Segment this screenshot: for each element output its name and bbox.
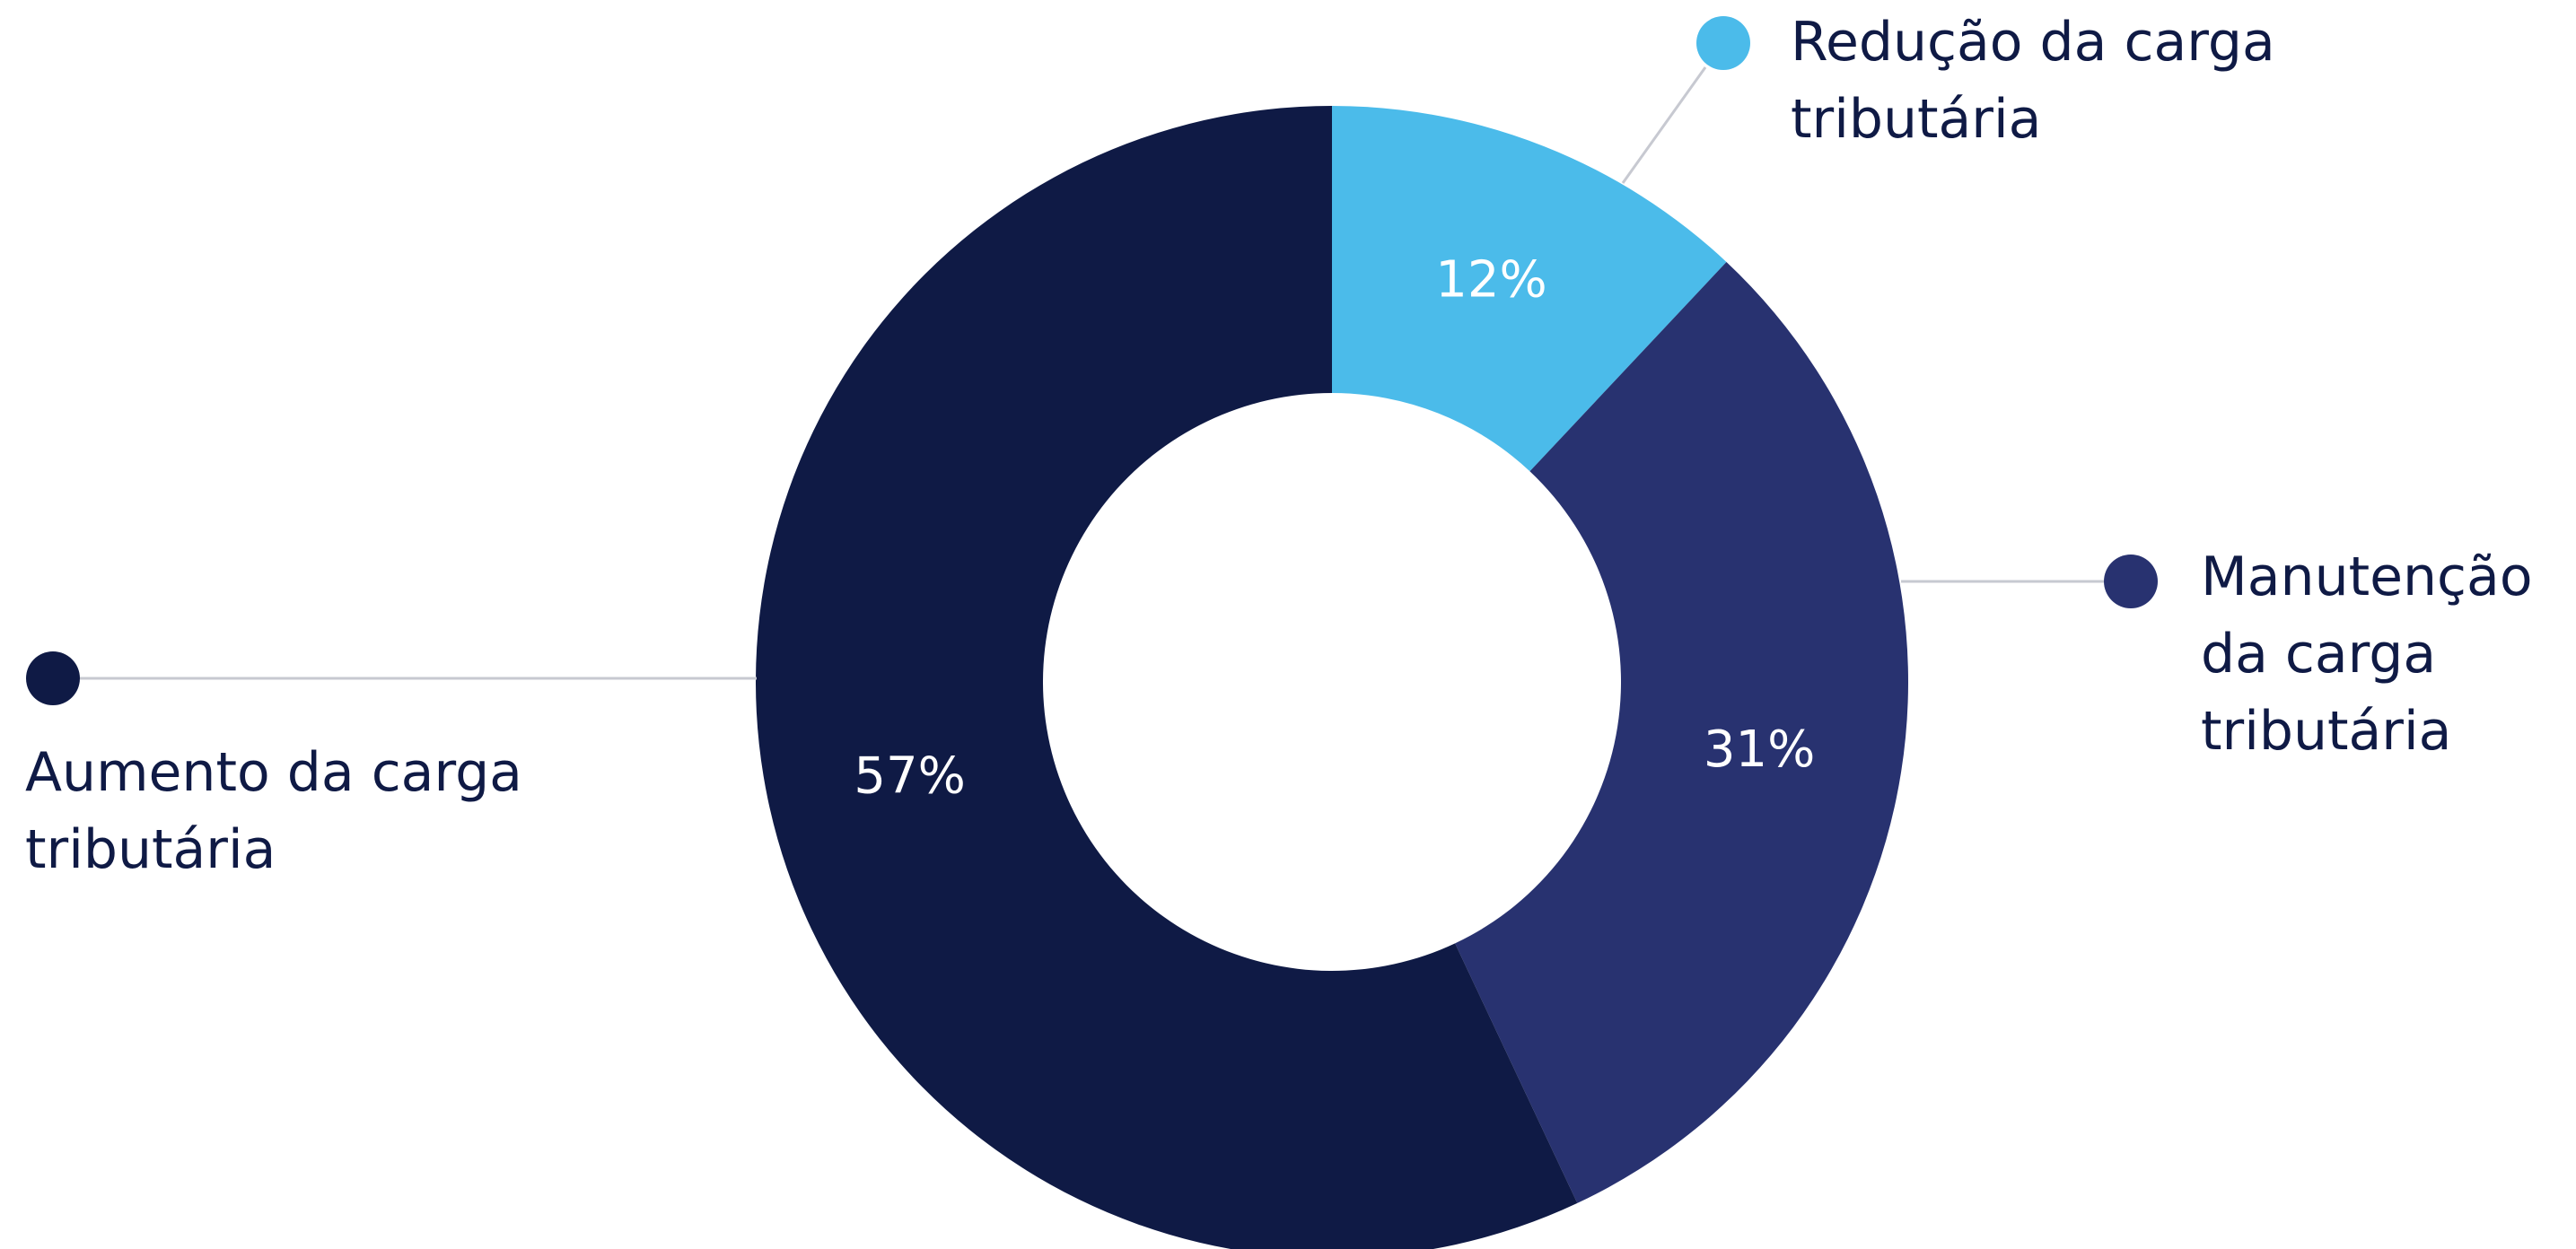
donut-slice-aumento	[756, 106, 1578, 1249]
legend-label-aumento: Aumento da carga tributária	[25, 741, 522, 881]
legend-label-manutencao: Manutenção da carga tributária	[2201, 546, 2533, 763]
slice-label-manutencao: 31%	[1704, 721, 1815, 779]
legend-marker-aumento	[26, 651, 80, 705]
legend-label-reducao: Redução da carga tributária	[1791, 11, 2275, 151]
legend-marker-reducao	[1696, 16, 1750, 70]
slice-labels-layer: 12% 31% 57%	[854, 250, 1815, 805]
leader-line-reducao	[1621, 66, 1707, 184]
donut-slice-manutencao	[1455, 262, 1909, 1203]
slice-label-aumento: 57%	[854, 747, 965, 806]
legend-marker-manutencao	[2104, 555, 2158, 608]
callouts-layer	[26, 16, 2158, 705]
slices-layer	[756, 106, 1909, 1249]
donut-slice-reducao	[1332, 106, 1727, 472]
slice-label-reducao: 12%	[1435, 250, 1546, 309]
